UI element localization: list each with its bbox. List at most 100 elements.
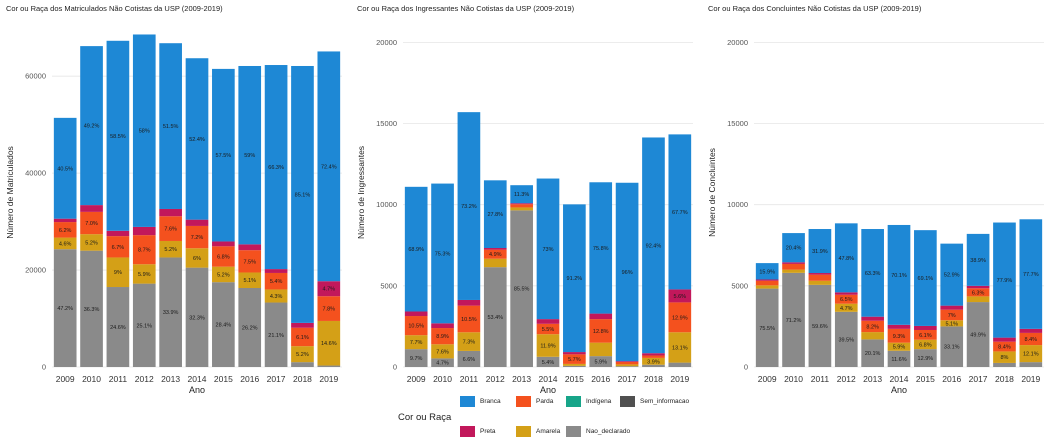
y-axis-title: Número de Concluintes <box>707 148 717 237</box>
data-label: 5.9% <box>138 272 151 278</box>
y-tick-label: 40000 <box>25 169 46 178</box>
data-label: 5.9% <box>594 360 607 366</box>
bar-segment <box>563 363 586 366</box>
data-label: 12.9% <box>672 315 688 321</box>
bar-segment <box>615 364 639 367</box>
bar-segment <box>457 350 481 367</box>
bar-segment <box>291 327 314 347</box>
bar-segment <box>431 183 454 324</box>
data-label: 5.2% <box>217 272 230 278</box>
bar-segment <box>317 365 341 367</box>
bar-segment <box>53 237 77 250</box>
bar-segment <box>212 282 235 367</box>
data-label: 6% <box>193 256 201 262</box>
y-tick-label: 5000 <box>380 281 397 290</box>
x-tick-label: 2019 <box>670 374 689 384</box>
y-axis-title: Número de Matriculados <box>5 146 15 239</box>
bar-segment <box>457 305 481 333</box>
x-tick-label: 2017 <box>267 374 286 384</box>
bar-segment <box>212 246 235 267</box>
bar-segment <box>483 180 507 249</box>
bar-segment <box>808 274 832 281</box>
bar-segment <box>887 328 911 343</box>
bar-segment <box>914 339 937 350</box>
data-label: 4.9% <box>489 252 502 258</box>
data-label: 6.8% <box>217 254 230 260</box>
bar-segment <box>940 243 964 306</box>
data-label: 96% <box>622 270 633 276</box>
data-label: 5.7% <box>568 357 581 363</box>
legend-swatch <box>566 395 581 407</box>
bar-segment <box>536 323 560 335</box>
bar-segment <box>861 332 884 340</box>
bar-segment <box>159 240 182 258</box>
bar-segment <box>861 339 884 367</box>
x-tick-label: 2019 <box>319 374 338 384</box>
x-tick-label: 2014 <box>188 374 207 384</box>
bar-segment <box>1019 362 1043 367</box>
chart-legend: Cor ou Raça Branca Parda Indígena Sem_in… <box>398 391 689 445</box>
data-label: 49.2% <box>84 124 100 130</box>
y-tick-label: 10000 <box>727 200 748 209</box>
data-label: 39.5% <box>838 337 854 343</box>
data-label: 8.2% <box>866 324 879 330</box>
bar-segment <box>132 34 156 227</box>
x-tick-label: 2018 <box>995 374 1014 384</box>
x-tick-label: 2009 <box>758 374 777 384</box>
bar-segment <box>536 178 560 320</box>
bar-segment <box>642 137 665 354</box>
data-label: 52.4% <box>189 137 205 143</box>
x-tick-label: 2011 <box>109 374 128 384</box>
bar-segment <box>483 248 507 250</box>
bar-segment <box>668 134 692 290</box>
data-label: 32.3% <box>189 315 205 321</box>
bar-segment <box>993 351 1016 363</box>
legend-item-parda: Parda <box>516 395 553 407</box>
data-label: 6.7% <box>112 245 125 251</box>
bar-segment <box>1019 328 1043 333</box>
bar-segment <box>887 224 911 325</box>
legend-item-amarela: Amarela <box>516 425 560 437</box>
x-tick-label: 2015 <box>214 374 233 384</box>
legend-label: Parda <box>536 397 554 405</box>
bar-segment <box>106 230 130 237</box>
bar-segment <box>808 229 832 274</box>
data-label: 12.8% <box>593 329 609 335</box>
bar-segment <box>185 267 209 367</box>
bar-segment <box>589 313 613 320</box>
data-label: 59% <box>244 153 255 159</box>
legend-label: Nao_declarado <box>586 427 631 435</box>
y-tick-label: 60000 <box>25 72 46 81</box>
data-label: 5.1% <box>243 278 256 284</box>
data-label: 66.3% <box>268 165 284 171</box>
bar-segment <box>185 248 209 268</box>
bar-segment <box>317 320 341 366</box>
bar-segment <box>238 250 262 273</box>
legend-label: Preta <box>480 427 496 435</box>
chart-matriculados: 0 20000 40000 60000 47.2% 4.6% 6.2% 40.5% 2009 36… <box>5 34 342 395</box>
bar-segment <box>80 211 103 235</box>
bar-segment <box>642 353 665 356</box>
data-label: 11.6% <box>891 357 906 363</box>
bar-segment <box>887 350 911 367</box>
bar-segment <box>914 349 937 367</box>
data-label: 9% <box>114 270 122 276</box>
bar-segment <box>431 358 454 367</box>
bar-segment <box>185 219 209 226</box>
chart-panel-matriculados: Cor ou Raça dos Matriculados Não Cotista… <box>0 0 345 395</box>
chart-panel-ingressantes: Cor ou Raça dos Ingressantes Não Cotista… <box>351 0 696 395</box>
legend-swatch <box>460 425 475 437</box>
data-label: 75.5% <box>759 326 775 332</box>
x-tick-label: 2015 <box>916 374 935 384</box>
bar-segment <box>808 273 832 275</box>
bar-segment <box>1019 332 1043 346</box>
x-tick-label: 2010 <box>784 374 803 384</box>
x-tick-label: 2018 <box>293 374 312 384</box>
data-label: 7% <box>948 313 956 319</box>
y-tick-label: 20000 <box>376 38 397 47</box>
y-axis-title: Número de Ingressantes <box>356 146 366 239</box>
bar-segment <box>887 324 911 329</box>
bar-segment <box>782 233 805 263</box>
data-label: 25.1% <box>136 323 152 329</box>
bar-segment <box>861 320 884 333</box>
